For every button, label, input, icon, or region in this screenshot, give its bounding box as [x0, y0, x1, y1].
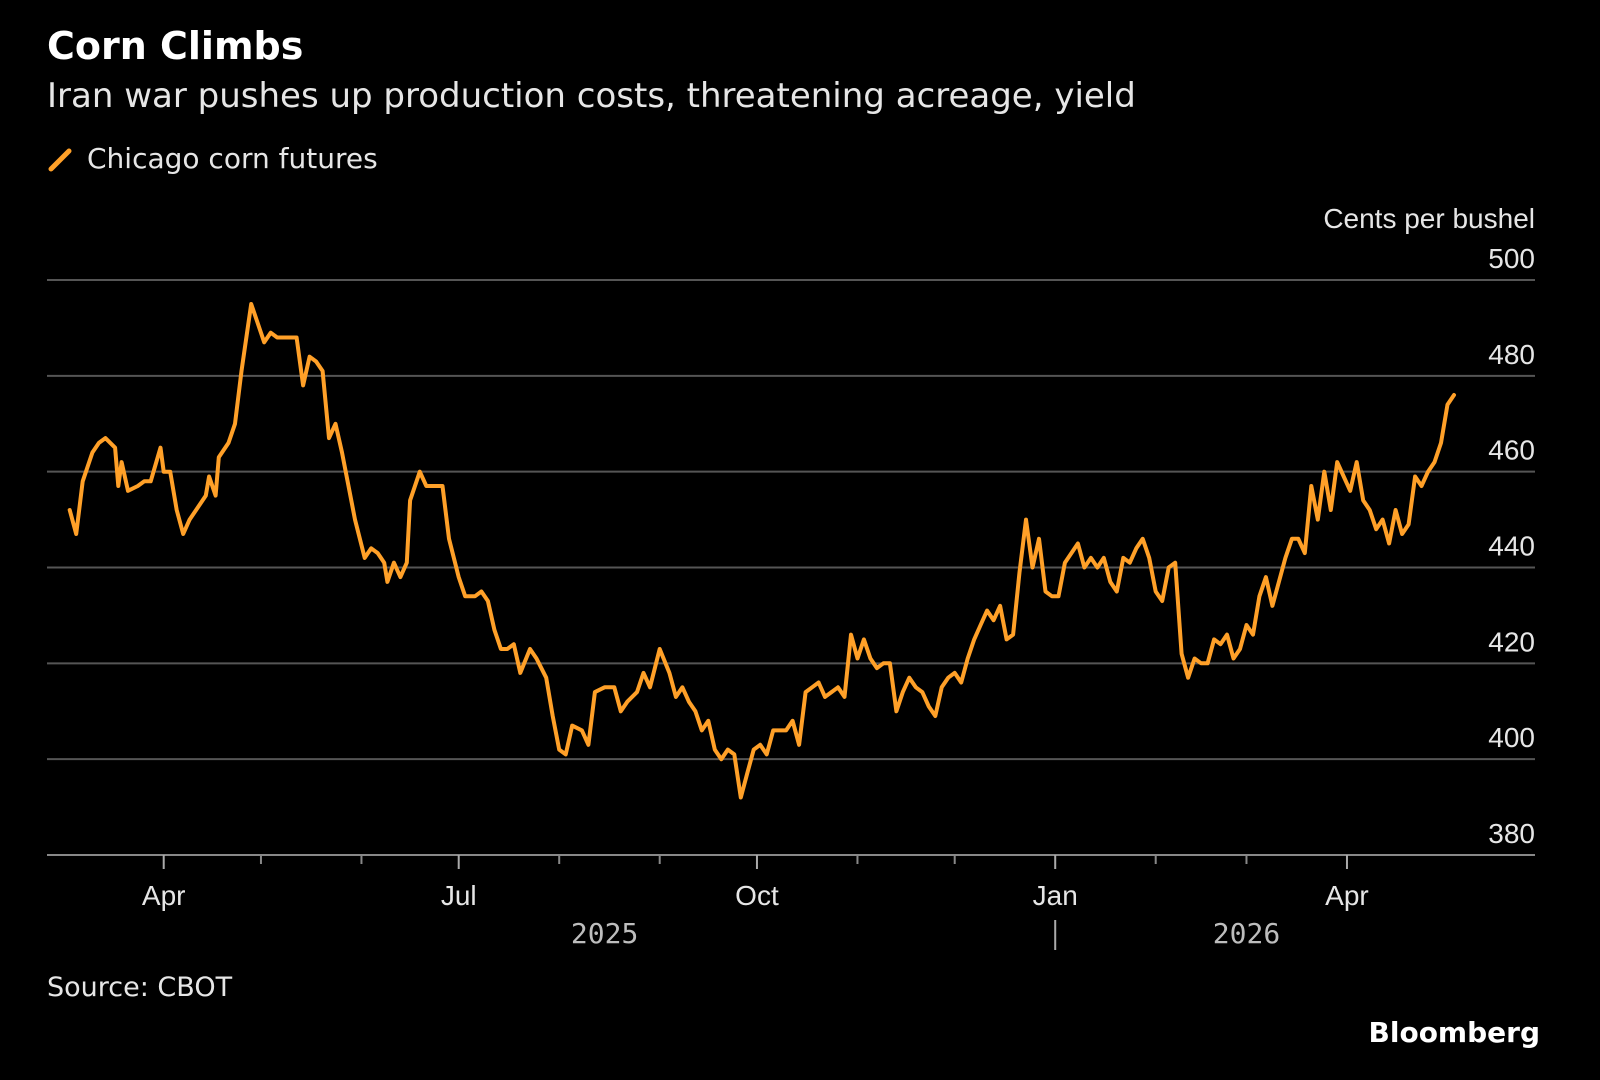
y-tick-label: 380 — [1488, 818, 1535, 849]
y-axis-label: Cents per bushel — [1323, 203, 1535, 234]
legend-line-icon — [48, 148, 72, 171]
x-tick-label: Apr — [1325, 880, 1369, 911]
legend: Chicago corn futures — [47, 142, 378, 175]
y-tick-label: 400 — [1488, 722, 1535, 753]
brand-logo: Bloomberg — [1368, 1016, 1540, 1049]
y-tick-label: 460 — [1488, 435, 1535, 466]
x-tick-label: Apr — [142, 880, 186, 911]
year-label: 2025 — [571, 917, 638, 950]
series-line-chicago-corn-futures — [67, 302, 1456, 800]
y-tick-label: 500 — [1488, 243, 1535, 274]
source-note: Source: CBOT — [47, 972, 233, 1003]
x-tick-label: Oct — [735, 880, 779, 911]
y-tick-label: 440 — [1488, 531, 1535, 562]
year-label: 2026 — [1213, 917, 1280, 950]
y-tick-label: 480 — [1488, 339, 1535, 370]
chart-svg: 380 400 420 440 460 480 500 Cents per bushel Apr… — [47, 203, 1535, 950]
chart-subtitle: Iran war pushes up production costs, thr… — [47, 76, 1136, 116]
y-tick-label: 420 — [1488, 626, 1535, 657]
legend-label: Chicago corn futures — [87, 142, 378, 175]
x-tick-label: Jul — [441, 880, 477, 911]
chart-title: Corn Climbs — [47, 24, 304, 68]
x-tick-label: Jan — [1033, 880, 1078, 911]
